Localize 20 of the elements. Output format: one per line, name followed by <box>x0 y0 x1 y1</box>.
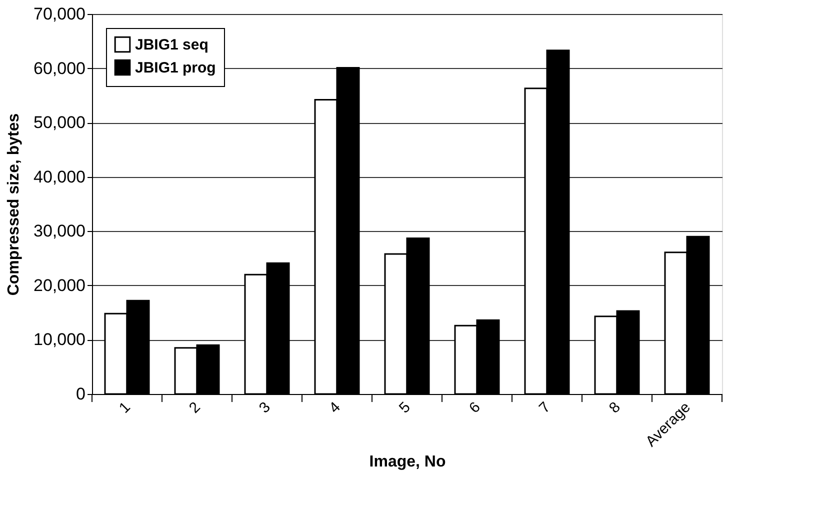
y-tick-label: 30,000 <box>34 222 86 241</box>
x-axis-title: Image, No <box>369 453 446 470</box>
legend-label: JBIG1 prog <box>135 60 216 76</box>
y-axis-title: Compressed size, bytes <box>6 113 23 296</box>
x-tick-label: 5 <box>396 398 414 417</box>
x-tick-label: 8 <box>606 398 624 417</box>
y-tick-label: 0 <box>76 384 86 404</box>
y-tick-label: 40,000 <box>34 167 86 186</box>
y-tick-label: 60,000 <box>34 58 86 78</box>
y-tick-label: 20,000 <box>34 276 86 295</box>
x-tick-label: 4 <box>326 398 344 417</box>
legend-label: JBIG1 seq <box>135 36 208 54</box>
x-tick-label: 1 <box>116 398 134 417</box>
y-tick-label: 50,000 <box>34 113 86 132</box>
x-tick-label: 3 <box>256 398 274 417</box>
x-tick-label: 7 <box>536 398 554 417</box>
x-tick-label: 2 <box>186 398 204 417</box>
x-tick-label: 6 <box>466 398 484 417</box>
y-tick-label: 70,000 <box>34 4 86 24</box>
y-tick-label: 10,000 <box>34 330 86 350</box>
